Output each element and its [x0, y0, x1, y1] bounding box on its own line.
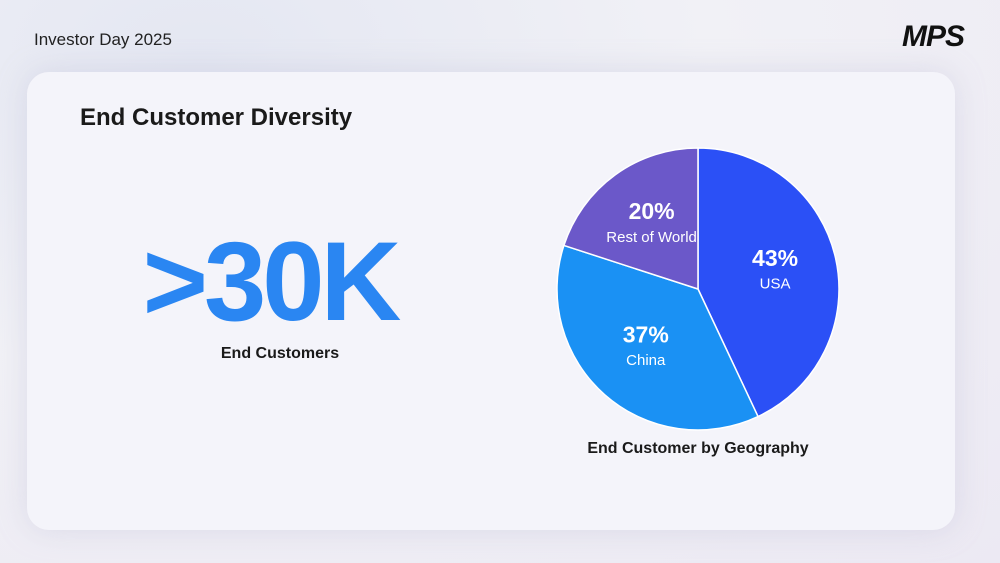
slice-category-label: China	[626, 352, 666, 369]
slide-title: End Customer Diversity	[80, 104, 353, 131]
chart-title: End Customer by Geography	[587, 440, 808, 457]
slice-value-label: 20%	[629, 198, 675, 224]
event-name: Investor Day 2025	[34, 30, 172, 49]
slice-value-label: 37%	[623, 321, 669, 347]
stat-label: End Customers	[220, 345, 340, 362]
pie-slice	[697, 147, 840, 418]
pie-slice	[556, 244, 760, 431]
stat-number: >30K	[142, 219, 402, 344]
slice-value-label: 43%	[752, 245, 798, 271]
slice-category-label: Rest of World	[606, 229, 697, 246]
logo: MPS	[901, 20, 965, 53]
slice-category-label: USA	[760, 276, 791, 293]
pie-slice	[562, 147, 699, 291]
